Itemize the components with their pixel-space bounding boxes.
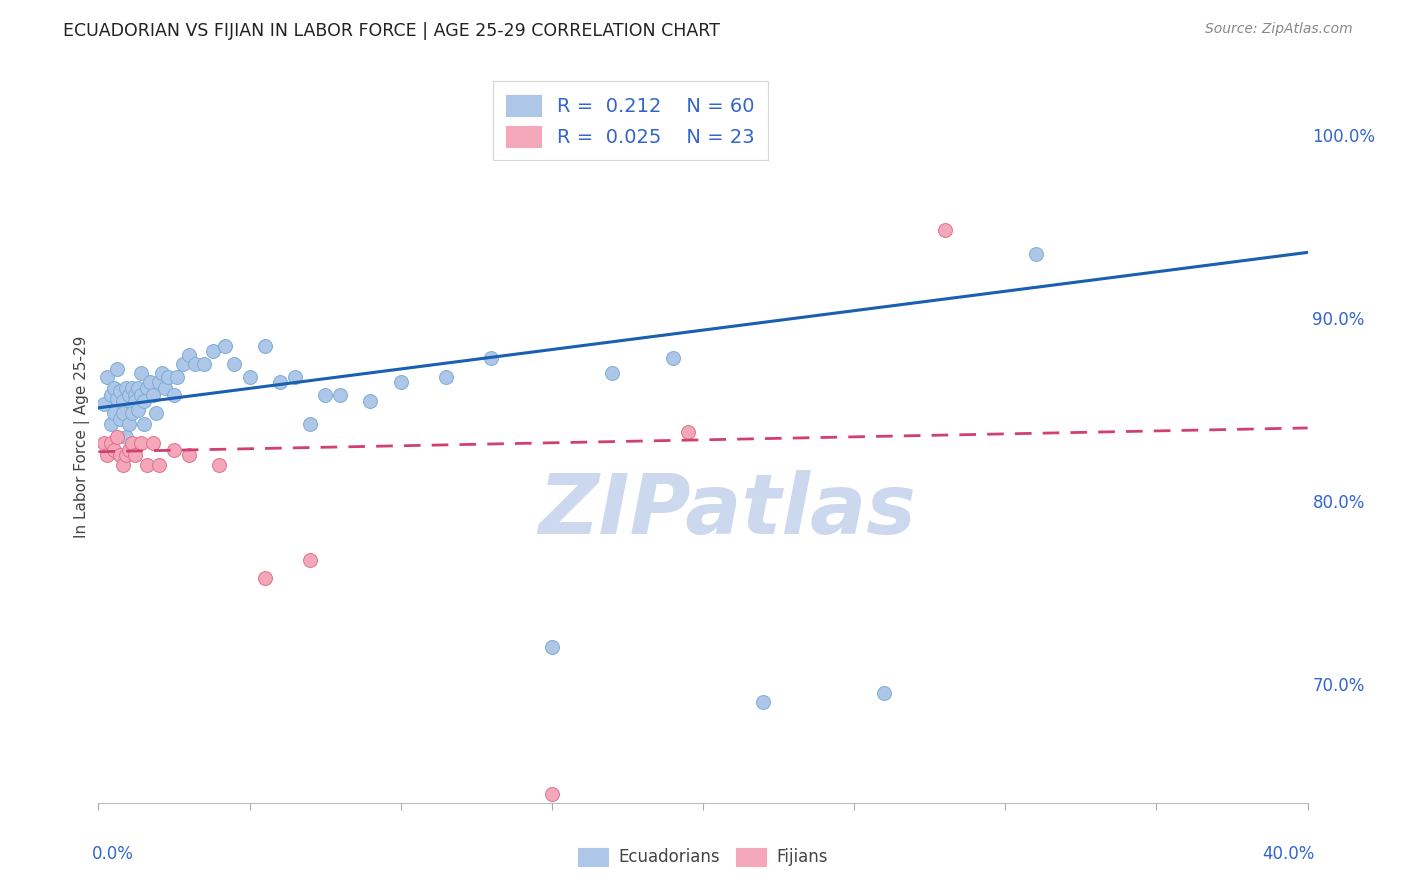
Point bbox=[100, 388, 122, 402]
Point bbox=[602, 366, 624, 380]
Point bbox=[127, 402, 149, 417]
Point bbox=[114, 381, 136, 395]
Point bbox=[540, 787, 562, 801]
Point bbox=[184, 357, 207, 371]
Point bbox=[142, 435, 165, 450]
Point bbox=[121, 381, 143, 395]
Point bbox=[135, 381, 157, 395]
Point bbox=[124, 393, 146, 408]
Point bbox=[124, 388, 146, 402]
Point bbox=[179, 448, 201, 462]
Point bbox=[100, 417, 122, 432]
Point bbox=[269, 375, 291, 389]
Point bbox=[481, 351, 503, 366]
Point bbox=[208, 458, 231, 472]
Point bbox=[114, 448, 136, 462]
Text: ZIPatlas: ZIPatlas bbox=[538, 470, 917, 550]
Point bbox=[132, 417, 155, 432]
Point bbox=[108, 411, 131, 425]
Legend: Ecuadorians, Fijians: Ecuadorians, Fijians bbox=[571, 841, 835, 873]
Point bbox=[129, 435, 152, 450]
Legend: R =  0.212    N = 60, R =  0.025    N = 23: R = 0.212 N = 60, R = 0.025 N = 23 bbox=[492, 81, 768, 161]
Point bbox=[93, 397, 115, 411]
Point bbox=[148, 375, 170, 389]
Point bbox=[239, 369, 262, 384]
Point bbox=[118, 417, 141, 432]
Point bbox=[540, 640, 562, 655]
Point bbox=[329, 388, 352, 402]
Point bbox=[299, 552, 322, 566]
Point bbox=[253, 338, 276, 352]
Point bbox=[105, 392, 128, 406]
Point bbox=[96, 369, 118, 384]
Point bbox=[156, 369, 179, 384]
Point bbox=[202, 344, 225, 359]
Point bbox=[108, 384, 131, 399]
Point bbox=[103, 381, 125, 395]
Point bbox=[145, 406, 167, 420]
Point bbox=[142, 388, 165, 402]
Point bbox=[135, 458, 157, 472]
Point bbox=[179, 348, 201, 362]
Point bbox=[96, 448, 118, 462]
Point bbox=[108, 448, 131, 462]
Point bbox=[172, 357, 194, 371]
Point bbox=[118, 442, 141, 457]
Point bbox=[114, 430, 136, 444]
Point bbox=[153, 381, 176, 395]
Point bbox=[284, 369, 307, 384]
Point bbox=[253, 571, 276, 585]
Point bbox=[132, 393, 155, 408]
Point bbox=[124, 448, 146, 462]
Point bbox=[129, 366, 152, 380]
Text: ECUADORIAN VS FIJIAN IN LABOR FORCE | AGE 25-29 CORRELATION CHART: ECUADORIAN VS FIJIAN IN LABOR FORCE | AG… bbox=[63, 22, 720, 40]
Point bbox=[100, 435, 122, 450]
Point bbox=[111, 393, 134, 408]
Point bbox=[166, 369, 188, 384]
Point bbox=[934, 223, 956, 237]
Point bbox=[118, 388, 141, 402]
Point bbox=[121, 406, 143, 420]
Y-axis label: In Labor Force | Age 25-29: In Labor Force | Age 25-29 bbox=[75, 336, 90, 538]
Point bbox=[121, 435, 143, 450]
Point bbox=[1024, 247, 1046, 261]
Point bbox=[752, 695, 775, 709]
Point bbox=[676, 425, 699, 439]
Point bbox=[127, 381, 149, 395]
Point bbox=[389, 375, 412, 389]
Text: 40.0%: 40.0% bbox=[1263, 845, 1315, 863]
Point bbox=[873, 686, 896, 700]
Point bbox=[103, 406, 125, 420]
Point bbox=[111, 406, 134, 420]
Point bbox=[150, 366, 173, 380]
Point bbox=[434, 369, 457, 384]
Point bbox=[93, 435, 115, 450]
Point bbox=[314, 388, 336, 402]
Point bbox=[148, 458, 170, 472]
Point bbox=[299, 417, 322, 432]
Point bbox=[224, 357, 246, 371]
Text: 0.0%: 0.0% bbox=[91, 845, 134, 863]
Point bbox=[103, 442, 125, 457]
Point bbox=[193, 357, 215, 371]
Point bbox=[661, 351, 683, 366]
Point bbox=[163, 388, 186, 402]
Point bbox=[111, 458, 134, 472]
Point bbox=[105, 362, 128, 376]
Point bbox=[163, 442, 186, 457]
Point bbox=[129, 388, 152, 402]
Text: Source: ZipAtlas.com: Source: ZipAtlas.com bbox=[1205, 22, 1353, 37]
Point bbox=[214, 338, 236, 352]
Point bbox=[360, 393, 382, 408]
Point bbox=[105, 430, 128, 444]
Point bbox=[139, 375, 162, 389]
